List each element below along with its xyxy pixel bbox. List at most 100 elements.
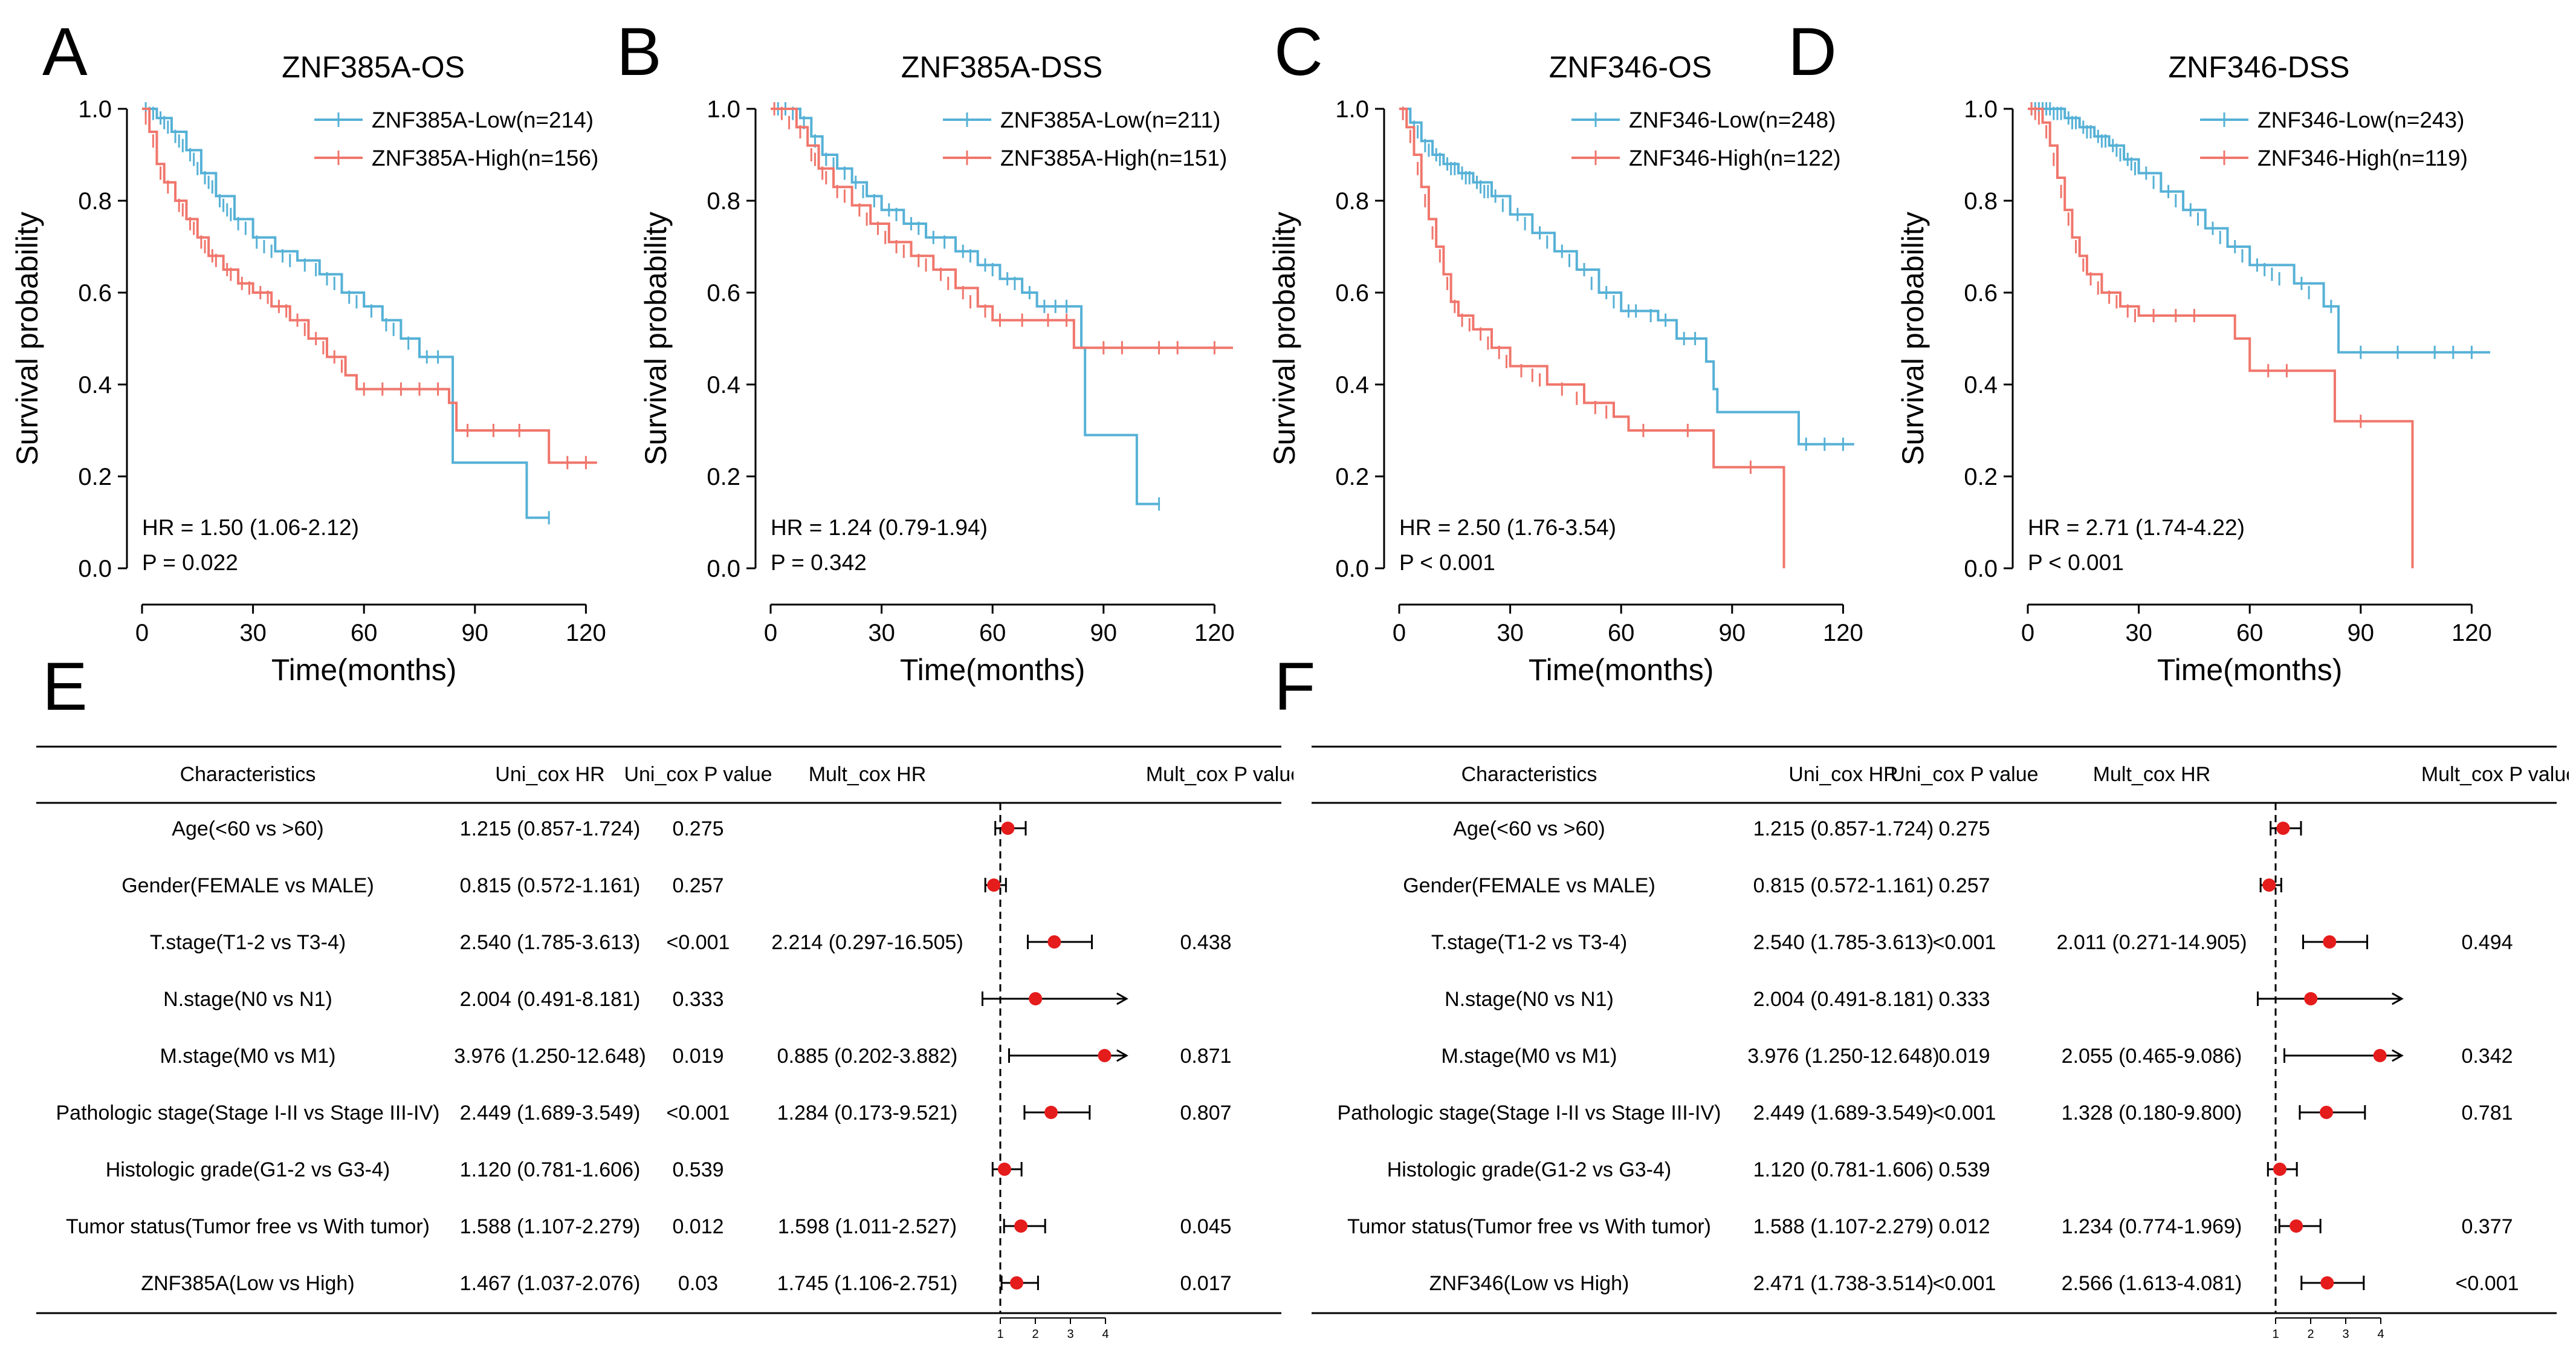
x-axis-label: Time(months) <box>2157 653 2343 687</box>
y-tick-label: 0.8 <box>78 188 112 215</box>
legend-label: ZNF385A-Low(n=214) <box>372 108 594 132</box>
row-uni-hr: 1.467 (1.037-2.076) <box>460 1272 641 1295</box>
y-tick-label: 1.0 <box>1964 96 1998 123</box>
forest-axis-tick-label: 2 <box>1032 1328 1038 1341</box>
y-axis-label: Survival probability <box>1896 212 1930 466</box>
row-characteristic: Histologic grade(G1-2 vs G3-4) <box>1387 1158 1672 1181</box>
x-tick-label: 120 <box>2451 620 2492 646</box>
x-tick-label: 30 <box>2125 620 2152 646</box>
y-axis-label: Survival probability <box>1267 212 1301 466</box>
row-uni-p: 0.275 <box>672 817 723 840</box>
x-tick-label: 120 <box>1823 620 1863 646</box>
row-characteristic: T.stage(T1-2 vs T3-4) <box>150 931 346 954</box>
row-uni-hr: 2.449 (1.689-3.549) <box>1753 1102 1934 1124</box>
km-plot-znf346-dss: ZNF346-DSS 0.0 0.2 0.4 0.6 0.8 1.0 0 30 60 90 120 Ti… <box>1896 50 2492 687</box>
table-header: Mult_cox P value <box>2421 763 2569 786</box>
km-plot-znf385a-dss: ZNF385A-DSS 0.0 0.2 0.4 0.6 0.8 1.0 0 30 60 90 120 T… <box>639 50 1235 687</box>
y-tick-label: 0.0 <box>1964 556 1998 582</box>
row-mult-p: 0.781 <box>2461 1102 2513 1124</box>
y-tick-label: 0.0 <box>1335 556 1369 582</box>
row-mult-p: 0.438 <box>1180 931 1231 954</box>
hazard-ratio-text: HR = 1.50 (1.06-2.12) <box>142 515 359 540</box>
forest-axis-tick-label: 4 <box>2377 1328 2384 1341</box>
x-tick-label: 0 <box>2021 620 2034 646</box>
forest-axis-tick-label: 1 <box>997 1328 1003 1341</box>
y-tick-label: 1.0 <box>78 96 112 123</box>
row-mult-p: 0.045 <box>1180 1215 1231 1238</box>
row-uni-hr: 1.588 (1.107-2.279) <box>1753 1215 1934 1238</box>
km-plot-znf346-os: ZNF346-OS 0.0 0.2 0.4 0.6 0.8 1.0 0 30 60 90 120 Tim… <box>1267 50 1863 687</box>
forest-table-e: Characteristics Uni_cox HR Uni_cox P value… <box>36 745 1293 1341</box>
row-uni-p: 0.539 <box>1938 1158 1990 1181</box>
table-header: Mult_cox P value <box>1146 763 1293 786</box>
y-tick-label: 0.4 <box>78 372 112 398</box>
table-header: Uni_cox P value <box>1890 763 2038 786</box>
table-header: Mult_cox HR <box>2093 763 2211 786</box>
row-uni-p: <0.001 <box>1933 1102 1996 1124</box>
forest-axis-tick-label: 2 <box>2307 1328 2314 1341</box>
row-uni-hr: 1.120 (0.781-1.606) <box>460 1158 641 1181</box>
row-mult-hr: 1.284 (0.173-9.521) <box>777 1102 958 1124</box>
row-uni-hr: 2.540 (1.785-3.613) <box>1753 931 1934 954</box>
row-characteristic: Age(<60 vs >60) <box>172 817 323 840</box>
row-characteristic: N.stage(N0 vs N1) <box>163 988 332 1011</box>
row-uni-hr: 2.471 (1.738-3.514) <box>1753 1272 1934 1295</box>
y-tick-label: 0.8 <box>1964 188 1998 215</box>
table-header: Characteristics <box>180 763 316 786</box>
ci-arrow <box>1116 1049 1128 1062</box>
row-uni-hr: 2.004 (0.491-8.181) <box>460 988 641 1011</box>
table-header: Uni_cox HR <box>495 763 604 786</box>
row-mult-hr: 0.885 (0.202-3.882) <box>777 1045 958 1068</box>
legend-label: ZNF385A-High(n=151) <box>1000 146 1227 170</box>
row-uni-hr: 2.449 (1.689-3.549) <box>460 1102 641 1124</box>
hr-point <box>1047 935 1061 949</box>
panel-letter-b: B <box>616 14 662 89</box>
row-mult-p: 0.807 <box>1180 1102 1231 1124</box>
hr-point <box>2304 992 2318 1005</box>
row-uni-hr: 1.120 (0.781-1.606) <box>1753 1158 1934 1181</box>
row-mult-hr: 2.055 (0.465-9.086) <box>2062 1045 2242 1068</box>
legend-label: ZNF385A-Low(n=211) <box>1000 108 1220 132</box>
p-value-text: P < 0.001 <box>1399 550 1495 575</box>
row-uni-p: 0.019 <box>1938 1045 1990 1068</box>
row-uni-hr: 3.976 (1.250-12.648) <box>454 1045 646 1068</box>
x-tick-label: 0 <box>1393 620 1406 646</box>
x-tick-label: 60 <box>351 620 378 646</box>
row-uni-hr: 2.540 (1.785-3.613) <box>460 931 641 954</box>
row-uni-p: <0.001 <box>667 931 730 954</box>
row-characteristic: M.stage(M0 vs M1) <box>1442 1045 1617 1068</box>
row-uni-p: 0.275 <box>1938 817 1990 840</box>
row-mult-hr: 2.214 (0.297-16.505) <box>771 931 963 954</box>
row-characteristic: Pathologic stage(Stage I-II vs Stage III… <box>1338 1102 1721 1124</box>
panel-letter-e: E <box>42 649 88 724</box>
row-uni-p: <0.001 <box>1933 931 1996 954</box>
row-characteristic: Tumor status(Tumor free vs With tumor) <box>66 1215 430 1238</box>
panel-letter-f: F <box>1274 649 1316 724</box>
x-tick-label: 30 <box>1497 620 1524 646</box>
row-mult-hr: 1.598 (1.011-2.527) <box>778 1215 957 1238</box>
legend-label: ZNF346-High(n=122) <box>1629 146 1841 170</box>
row-mult-p: <0.001 <box>2456 1272 2519 1295</box>
row-uni-p: <0.001 <box>667 1102 730 1124</box>
ci-arrow <box>2392 992 2404 1005</box>
row-uni-hr: 3.976 (1.250-12.648) <box>1747 1045 1940 1068</box>
y-tick-label: 0.6 <box>1964 280 1998 307</box>
legend-label: ZNF346-High(n=119) <box>2257 146 2468 170</box>
y-axis-label: Survival probability <box>639 212 673 466</box>
y-tick-label: 0.2 <box>1335 464 1369 490</box>
x-tick-label: 60 <box>1608 620 1635 646</box>
km-curve-low <box>771 108 1159 505</box>
table-header: Uni_cox HR <box>1788 763 1898 786</box>
row-uni-p: 0.539 <box>672 1158 723 1181</box>
chart-title: ZNF346-OS <box>1549 50 1712 84</box>
hazard-ratio-text: HR = 2.50 (1.76-3.54) <box>1399 515 1616 540</box>
x-tick-label: 30 <box>868 620 895 646</box>
x-axis-label: Time(months) <box>271 653 457 687</box>
hr-point <box>2262 878 2276 892</box>
row-mult-hr: 1.745 (1.106-2.751) <box>777 1272 958 1295</box>
km-curve-low <box>142 108 549 519</box>
chart-title: ZNF385A-OS <box>282 50 465 84</box>
forest-axis-tick-label: 1 <box>2272 1328 2279 1341</box>
row-uni-p: 0.333 <box>1938 988 1990 1011</box>
